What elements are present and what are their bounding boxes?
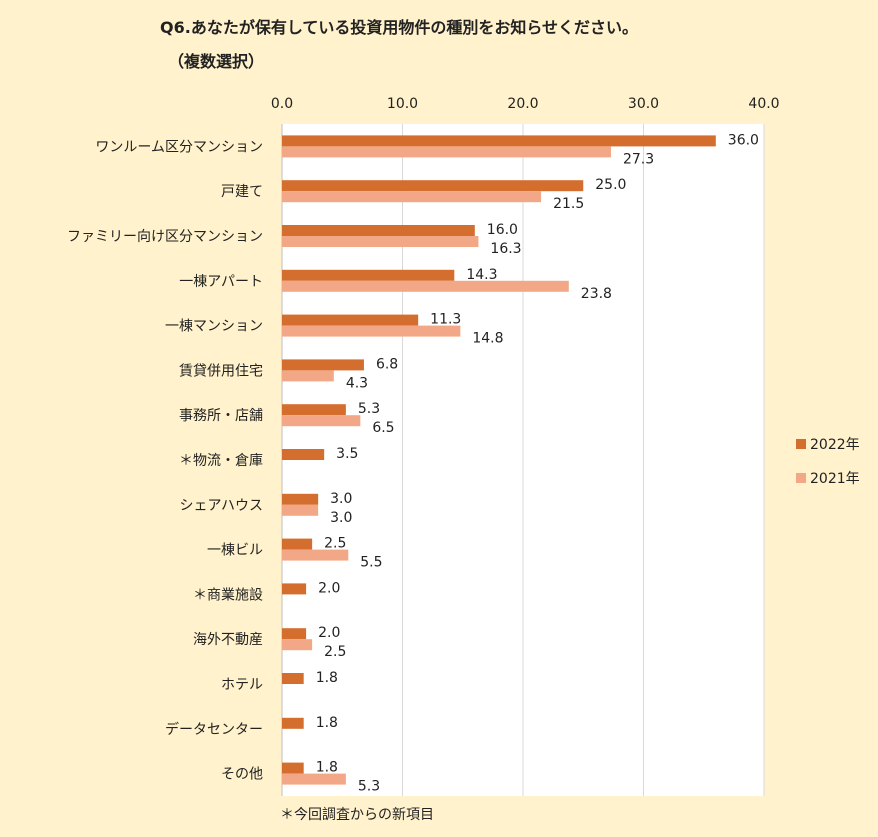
data-label-2021: 5.5 — [360, 555, 382, 571]
bar-2022 — [282, 673, 304, 684]
data-label-2021: 5.3 — [358, 779, 380, 795]
bar-2021 — [282, 370, 334, 382]
data-label-2021: 4.3 — [346, 375, 368, 391]
data-label-2021: 23.8 — [581, 286, 612, 302]
category-label: その他 — [221, 767, 263, 783]
data-label-2022: 16.0 — [487, 222, 518, 238]
bar-2022 — [282, 359, 364, 371]
legend-swatch-2022 — [796, 439, 806, 449]
category-label: データセンター — [165, 721, 263, 738]
bar-2021 — [282, 191, 542, 203]
legend-label-2021: 2021年 — [810, 471, 860, 487]
bar-2021 — [282, 280, 569, 292]
data-label-2022: 25.0 — [595, 177, 626, 193]
chart-title: Q6.あなたが保有している投資用物件の種別をお知らせください。 — [160, 18, 639, 37]
data-label-2022: 2.0 — [318, 625, 340, 641]
bar-2022 — [282, 449, 325, 460]
bar-2022 — [282, 583, 307, 595]
x-tick-label: 0.0 — [271, 96, 293, 112]
data-label-2022: 6.8 — [376, 356, 398, 372]
bar-2021 — [282, 773, 346, 785]
data-label-2021: 2.5 — [324, 644, 346, 660]
data-label-2021: 16.3 — [490, 241, 521, 257]
data-label-2021: 21.5 — [553, 196, 584, 212]
legend-label-2022: 2022年 — [810, 437, 860, 453]
bar-2022 — [282, 493, 319, 505]
data-label-2022: 14.3 — [466, 267, 497, 283]
x-tick-label: 40.0 — [748, 96, 779, 112]
bar-2021 — [282, 504, 319, 516]
bar-2021 — [282, 549, 349, 561]
category-label: ワンルーム区分マンション — [95, 139, 263, 155]
category-label: ＊物流・倉庫 — [179, 452, 263, 469]
bar-2021 — [282, 415, 361, 427]
bar-2022 — [282, 538, 313, 550]
bar-2022 — [282, 269, 455, 281]
legend-item-2021: 2021年 — [796, 468, 860, 488]
bar-2022 — [282, 314, 419, 326]
data-label-2022: 3.5 — [336, 446, 358, 462]
chart-subtitle: （複数選択） — [168, 52, 265, 71]
data-label-2022: 11.3 — [430, 312, 461, 328]
category-label: ＊商業施設 — [193, 587, 263, 603]
category-label: ホテル — [221, 677, 263, 693]
x-tick-label: 10.0 — [387, 96, 418, 112]
data-label-2022: 3.0 — [330, 491, 352, 507]
data-label-2022: 1.8 — [316, 670, 338, 686]
category-label: ファミリー向け区分マンション — [67, 229, 263, 245]
category-label: 一棟マンション — [165, 319, 263, 335]
bar-2021 — [282, 146, 611, 158]
bar-2022 — [282, 135, 716, 147]
bar-2022 — [282, 180, 584, 192]
data-label-2022: 36.0 — [728, 132, 759, 148]
legend: 2022年 2021年 — [796, 434, 860, 502]
bar-2022 — [282, 762, 304, 774]
category-label: 一棟ビル — [207, 543, 263, 559]
bar-2022 — [282, 225, 475, 236]
data-label-2022: 1.8 — [316, 715, 338, 731]
data-label-2021: 6.5 — [372, 420, 394, 436]
bar-2022 — [282, 628, 307, 640]
data-label-2022: 1.8 — [316, 760, 338, 776]
legend-item-2022: 2022年 — [796, 434, 860, 454]
data-label-2022: 5.3 — [358, 401, 380, 417]
category-label: 一棟アパート — [179, 274, 263, 290]
data-label-2022: 2.5 — [324, 536, 346, 552]
data-label-2021: 14.8 — [472, 331, 503, 347]
x-tick-label: 20.0 — [507, 96, 538, 112]
bar-2022 — [282, 717, 304, 729]
footnote: ＊今回調査からの新項目 — [280, 807, 434, 823]
data-label-2021: 3.0 — [330, 510, 352, 526]
category-label: 戸建て — [221, 184, 263, 200]
bar-2021 — [282, 236, 479, 247]
legend-swatch-2021 — [796, 473, 806, 483]
category-label: 事務所・店舗 — [179, 408, 263, 424]
category-label: 海外不動産 — [193, 632, 263, 648]
category-label: シェアハウス — [180, 498, 263, 514]
bar-2021 — [282, 325, 461, 337]
bar-2022 — [282, 404, 346, 416]
bar-2021 — [282, 639, 313, 651]
data-label-2022: 2.0 — [318, 580, 340, 596]
data-label-2021: 27.3 — [623, 151, 654, 167]
x-tick-label: 30.0 — [628, 96, 659, 112]
category-label: 賃貸併用住宅 — [179, 363, 263, 379]
